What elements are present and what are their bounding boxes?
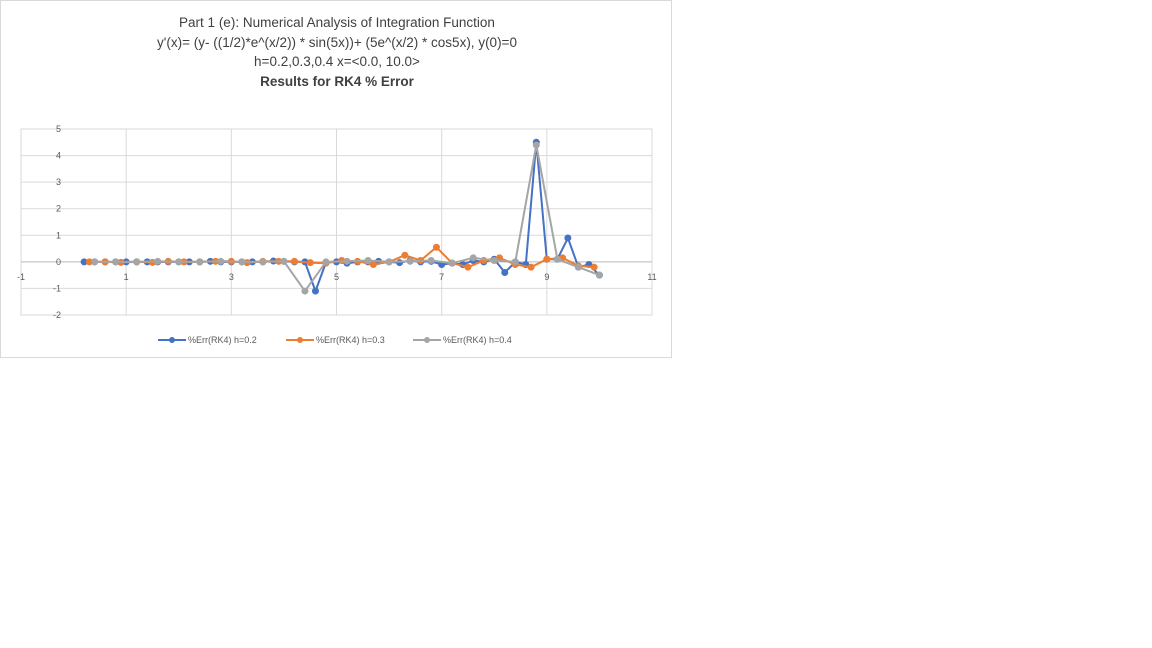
data-point-s3 [259,258,267,266]
y-tick-label: 2 [56,204,61,214]
title-line-4: Results for RK4 % Error [260,73,414,89]
y-tick-label: -1 [53,283,61,293]
data-point-s3 [343,257,351,265]
data-point-s2 [306,259,314,267]
data-point-s3 [238,258,246,266]
x-tick-label: 11 [647,272,656,282]
x-tick-label: 5 [334,272,339,282]
legend-swatch-marker [424,337,430,343]
data-point-s2 [527,263,535,271]
chart-frame: Part 1 (e): Numerical Analysis of Integr… [0,0,672,358]
data-point-s3 [448,259,456,267]
data-point-s3 [280,257,288,265]
y-tick-label: 3 [56,177,61,187]
data-point-s3 [364,257,372,265]
data-point-s3 [406,257,414,265]
data-point-s1 [311,287,319,295]
data-point-s3 [553,255,561,263]
data-point-s2 [401,251,409,259]
data-point-s3 [175,258,183,266]
x-tick-label: 9 [544,272,549,282]
legend-swatch-marker [169,337,175,343]
data-point-s3 [133,258,141,266]
title-line-3: h=0.2,0.3,0.4 x=<0.0, 10.0> [254,54,420,69]
x-tick-label: 7 [439,272,444,282]
data-point-s3 [532,141,540,149]
data-point-s2 [543,255,551,263]
data-point-s1 [564,234,572,242]
data-point-s2 [590,263,598,271]
y-tick-label: 5 [56,124,61,134]
legend-label: %Err(RK4) h=0.3 [316,335,385,345]
x-tick-label: 3 [229,272,234,282]
data-point-s3 [301,287,309,295]
series-line-3 [94,143,600,293]
legend-swatch-marker [297,337,303,343]
series-line-1 [84,141,601,293]
data-point-s3 [154,257,162,265]
data-point-s2 [369,261,377,269]
data-point-s3 [574,263,582,271]
x-tick-label: 1 [124,272,129,282]
data-point-s2 [464,263,472,271]
data-point-s3 [217,257,225,265]
y-tick-label: 4 [56,151,61,161]
legend-label: %Err(RK4) h=0.4 [443,335,512,345]
y-tick-label: 0 [56,257,61,267]
data-point-s1 [501,268,509,276]
data-point-s3 [490,257,498,265]
data-point-s3 [469,254,477,262]
chart-title: Part 1 (e): Numerical Analysis of Integr… [1,13,673,91]
y-tick-label: -2 [53,310,61,320]
data-point-s3 [385,258,393,266]
title-line-2: y'(x)= (y- ((1/2)*e^(x/2)) * sin(5x))+ (… [157,34,517,50]
data-point-s3 [427,257,435,265]
data-point-s3 [511,258,519,266]
data-point-s3 [91,258,99,266]
line-chart: -2 -1 0 1 2 3 4 5 -1 1 3 5 7 9 11 %Err(RK4) h=0.2 %Err(R… [17,124,657,345]
legend-label: %Err(RK4) h=0.2 [188,335,257,345]
data-point-s2 [290,257,298,265]
data-point-s3 [196,258,204,266]
data-point-s3 [322,258,330,266]
data-point-s3 [595,271,603,279]
data-point-s3 [112,258,120,266]
title-line-1: Part 1 (e): Numerical Analysis of Integr… [179,15,495,30]
x-tick-label: -1 [17,272,25,282]
data-point-s2 [432,243,440,251]
y-tick-label: 1 [56,230,61,240]
